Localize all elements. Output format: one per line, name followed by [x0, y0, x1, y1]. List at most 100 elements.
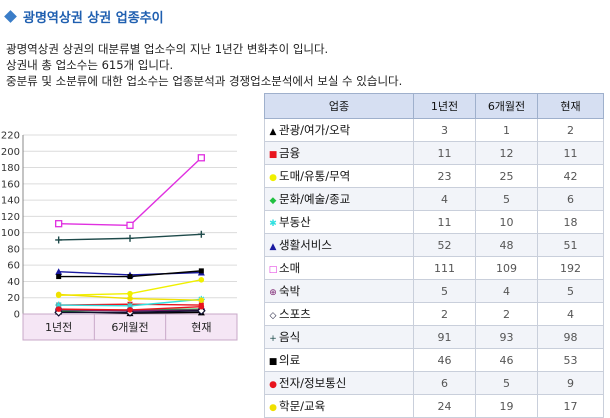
category-cell: ⊕ 숙박 [264, 279, 414, 303]
table-row: ▲ 생활서비스 52 48 51 [264, 233, 604, 257]
y-tick-label: 180 [1, 163, 20, 174]
value-cell: 24 [413, 394, 476, 418]
category-name: 생활서비스 [279, 238, 332, 252]
legend-marker-icon: ▲ [269, 242, 277, 252]
category-name: 소매 [279, 261, 301, 275]
category-name: 학문/교육 [279, 399, 326, 413]
data-point [126, 221, 134, 229]
value-cell: 4 [475, 279, 538, 303]
value-cell: 5 [537, 279, 604, 303]
value-cell: 12 [475, 141, 538, 165]
y-tick-label: 200 [1, 147, 20, 158]
diamond-bullet-icon [4, 9, 17, 23]
data-point [197, 154, 205, 162]
x-tick-label: 6개월전 [111, 321, 148, 334]
y-tick-label: 100 [1, 228, 20, 239]
y-tick-label: 160 [1, 179, 20, 190]
header-current: 현재 [537, 93, 604, 119]
table-row: □ 소매 111 109 192 [264, 256, 604, 280]
table-row: ■ 금융 11 12 11 [264, 141, 604, 165]
category-cell: ● 학문/교육 [264, 394, 414, 418]
table-header-row: 업종 1년전 6개월전 현재 [264, 93, 604, 119]
category-name: 관광/여가/오락 [279, 123, 351, 137]
value-cell: 192 [537, 256, 604, 280]
data-point [55, 268, 63, 275]
category-name: 전자/정보통신 [279, 376, 347, 390]
table-row: ● 학문/교육 24 19 17 [264, 394, 604, 418]
category-name: 부동산 [279, 215, 311, 229]
table-row: ▲ 관광/여가/오락 3 1 2 [264, 118, 604, 142]
category-name: 문화/예술/종교 [279, 192, 351, 206]
value-cell: 42 [537, 164, 604, 188]
category-name: 스포츠 [279, 307, 311, 321]
value-cell: 4 [537, 302, 604, 326]
value-cell: 19 [475, 394, 538, 418]
description-line-3: 중분류 및 소분류에 대한 업소수는 업종분석과 경쟁업소분석에서 보실 수 있… [6, 74, 403, 88]
legend-marker-icon: ■ [268, 150, 278, 160]
line-chart: 0 20 40 60 80 100 120 140 160 180 200 220 1년전 6개월전 현재 [1, 131, 238, 341]
x-tick-label: 1년전 [45, 321, 72, 334]
data-point [126, 234, 134, 242]
value-cell: 11 [537, 141, 604, 165]
legend-marker-icon: + [269, 334, 277, 344]
y-tick-label: 0 [14, 310, 20, 321]
data-point [127, 295, 133, 302]
value-cell: 9 [537, 371, 604, 395]
value-cell: 11 [413, 141, 476, 165]
category-cell: ■ 금융 [264, 141, 414, 165]
value-cell: 6 [537, 187, 604, 211]
value-cell: 2 [537, 118, 604, 142]
category-cell: ▲ 관광/여가/오락 [264, 118, 414, 142]
value-cell: 51 [537, 233, 604, 257]
value-cell: 6 [413, 371, 476, 395]
table-row: + 음식 91 93 98 [264, 325, 604, 349]
table-row: ◆ 문화/예술/종교 4 5 6 [264, 187, 604, 211]
category-cell: ◆ 문화/예술/종교 [264, 187, 414, 211]
table-body: ▲ 관광/여가/오락 3 1 2 ■ 금융 11 12 11 ● 도매/유통/무역 23 25 42 ◆ 문화/… [264, 118, 604, 418]
table-row: ■ 의료 46 46 53 [264, 348, 604, 372]
category-cell: ● 도매/유통/무역 [264, 164, 414, 188]
table-row: ⊕ 숙박 5 4 5 [264, 279, 604, 303]
data-point [197, 230, 205, 238]
table-row: ● 전자/정보통신 6 5 9 [264, 371, 604, 395]
value-cell: 111 [413, 256, 476, 280]
legend-marker-icon: ◆ [269, 196, 277, 206]
value-cell: 2 [475, 302, 538, 326]
category-cell: ◇ 스포츠 [264, 302, 414, 326]
y-tick-label: 20 [7, 293, 20, 304]
value-cell: 93 [475, 325, 538, 349]
value-cell: 91 [413, 325, 476, 349]
data-point [55, 291, 62, 298]
value-cell: 1 [475, 118, 538, 142]
value-cell: 17 [537, 394, 604, 418]
data-point [127, 307, 133, 313]
legend-marker-icon: ■ [268, 357, 278, 367]
category-cell: □ 소매 [264, 256, 414, 280]
value-cell: 46 [413, 348, 476, 372]
data-point [196, 306, 206, 316]
section-header: 광명역상권 상권 업종추이 [0, 6, 164, 26]
category-name: 의료 [279, 353, 301, 367]
category-name: 음식 [279, 330, 301, 344]
value-cell: 53 [537, 348, 604, 372]
value-cell: 25 [475, 164, 538, 188]
y-tick-label: 40 [7, 277, 20, 288]
data-point [127, 274, 133, 280]
header-category: 업종 [264, 93, 414, 119]
legend-marker-icon: □ [268, 265, 278, 275]
legend-marker-icon: ● [269, 380, 277, 390]
category-strip [22, 313, 238, 341]
description-line-1: 광명역상권 상권의 대분류별 업소수의 지난 1년간 변화추이 입니다. [6, 42, 329, 56]
value-cell: 5 [475, 187, 538, 211]
data-point [55, 306, 62, 312]
y-tick-label: 120 [1, 212, 20, 223]
value-cell: 5 [413, 279, 476, 303]
value-cell: 11 [413, 210, 476, 234]
y-tick-label: 80 [7, 244, 20, 255]
description: 광명역상권 상권의 대분류별 업소수의 지난 1년간 변화추이 입니다. 상권내… [6, 41, 402, 89]
description-line-2: 상권내 총 업소수는 615개 입니다. [6, 58, 174, 72]
page-title: 광명역상권 상권 업종추이 [23, 10, 164, 26]
data-point [55, 220, 63, 228]
table-row: ✱ 부동산 11 10 18 [264, 210, 604, 234]
y-tick-label: 140 [1, 196, 20, 207]
